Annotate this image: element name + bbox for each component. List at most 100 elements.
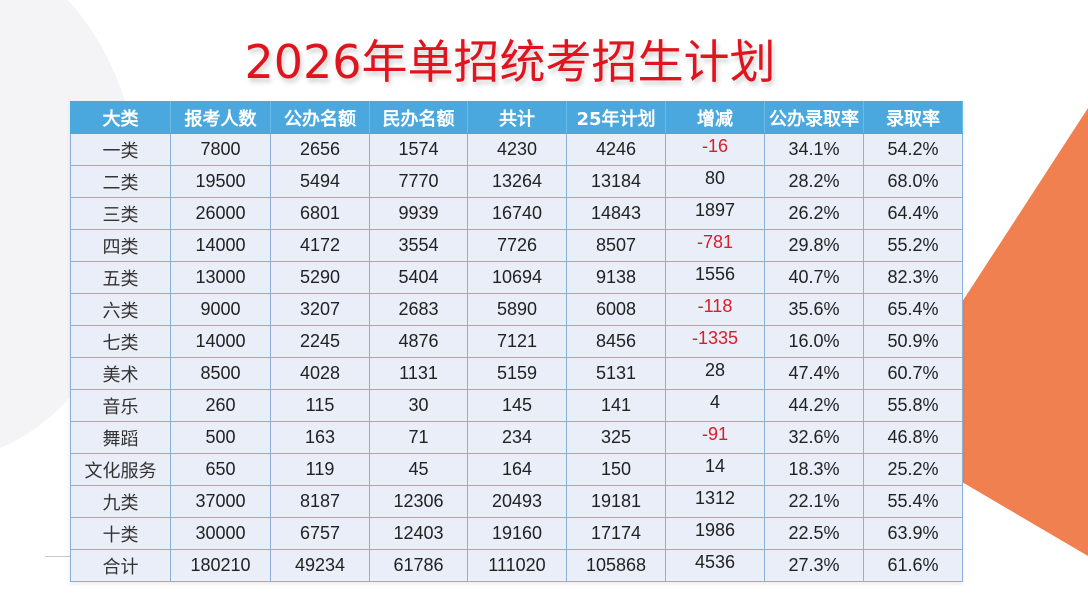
applicants-cell: 30000 (170, 517, 271, 550)
admission-rate-cell: 65.4% (863, 293, 963, 326)
plan-2025-cell: 13184 (566, 165, 666, 198)
category-cell: 九类 (70, 485, 171, 518)
admission-rate-cell: 50.9% (863, 325, 963, 358)
plan-2025-cell: 17174 (566, 517, 666, 550)
applicants-cell: 8500 (170, 357, 271, 390)
admission-rate-cell: 63.9% (863, 517, 963, 550)
table-row: 九类 37000 8187 12306 20493 19181 1312 22.1% 55.4% (70, 485, 963, 518)
total-cell: 145 (467, 389, 567, 422)
total-cell: 13264 (467, 165, 567, 198)
category-cell: 七类 (70, 325, 171, 358)
public-admission-rate-cell: 26.2% (764, 197, 864, 230)
public-quota-cell: 2656 (270, 133, 370, 166)
plan-2025-cell: 325 (566, 421, 666, 454)
applicants-cell: 26000 (170, 197, 271, 230)
decorative-line (45, 556, 71, 557)
public-quota-cell: 8187 (270, 485, 370, 518)
category-cell: 四类 (70, 229, 171, 262)
private-quota-cell: 71 (369, 421, 468, 454)
table-row: 美术 8500 4028 1131 5159 5131 28 47.4% 60.7% (70, 357, 963, 390)
applicants-cell: 19500 (170, 165, 271, 198)
table-total-row: 合计 180210 49234 61786 111020 105868 4536 27.3% 6… (70, 549, 963, 582)
applicants-cell: 180210 (170, 549, 271, 582)
table-row: 舞蹈 500 163 71 234 325 -91 32.6% 46.8% (70, 421, 963, 454)
change-cell: -781 (665, 229, 765, 262)
public-quota-cell: 4028 (270, 357, 370, 390)
plan-2025-cell: 8507 (566, 229, 666, 262)
table-row: 六类 9000 3207 2683 5890 6008 -118 35.6% 65.4% (70, 293, 963, 326)
table-row: 五类 13000 5290 5404 10694 9138 1556 40.7% 82.3% (70, 261, 963, 294)
public-admission-rate-cell: 27.3% (764, 549, 864, 582)
table-header-row: 大类 报考人数 公办名额 民办名额 共计 25年计划 增减 公办录取率 录取率 (70, 101, 963, 134)
col-header-private-quota: 民办名额 (369, 101, 468, 134)
applicants-cell: 650 (170, 453, 271, 486)
table-row: 文化服务 650 119 45 164 150 14 18.3% 25.2% (70, 453, 963, 486)
total-cell: 5890 (467, 293, 567, 326)
public-quota-cell: 5494 (270, 165, 370, 198)
plan-2025-cell: 4246 (566, 133, 666, 166)
total-cell: 111020 (467, 549, 567, 582)
category-cell: 合计 (70, 549, 171, 582)
applicants-cell: 500 (170, 421, 271, 454)
category-cell: 十类 (70, 517, 171, 550)
applicants-cell: 7800 (170, 133, 271, 166)
total-cell: 4230 (467, 133, 567, 166)
change-cell: 1556 (665, 261, 765, 294)
admission-rate-cell: 55.4% (863, 485, 963, 518)
public-quota-cell: 4172 (270, 229, 370, 262)
category-cell: 三类 (70, 197, 171, 230)
category-cell: 音乐 (70, 389, 171, 422)
category-cell: 美术 (70, 357, 171, 390)
private-quota-cell: 45 (369, 453, 468, 486)
public-admission-rate-cell: 22.5% (764, 517, 864, 550)
public-admission-rate-cell: 35.6% (764, 293, 864, 326)
plan-2025-cell: 8456 (566, 325, 666, 358)
category-cell: 五类 (70, 261, 171, 294)
total-cell: 19160 (467, 517, 567, 550)
table-row: 三类 26000 6801 9939 16740 14843 1897 26.2% 64.4% (70, 197, 963, 230)
plan-2025-cell: 14843 (566, 197, 666, 230)
private-quota-cell: 9939 (369, 197, 468, 230)
change-cell: 4 (665, 389, 765, 422)
change-cell: 4536 (665, 549, 765, 582)
public-quota-cell: 49234 (270, 549, 370, 582)
admission-rate-cell: 55.8% (863, 389, 963, 422)
applicants-cell: 13000 (170, 261, 271, 294)
private-quota-cell: 1131 (369, 357, 468, 390)
private-quota-cell: 5404 (369, 261, 468, 294)
public-admission-rate-cell: 28.2% (764, 165, 864, 198)
change-cell: 1312 (665, 485, 765, 518)
public-admission-rate-cell: 34.1% (764, 133, 864, 166)
admission-rate-cell: 61.6% (863, 549, 963, 582)
col-header-change: 增减 (665, 101, 765, 134)
category-cell: 舞蹈 (70, 421, 171, 454)
private-quota-cell: 4876 (369, 325, 468, 358)
private-quota-cell: 12306 (369, 485, 468, 518)
private-quota-cell: 61786 (369, 549, 468, 582)
admission-rate-cell: 82.3% (863, 261, 963, 294)
table-row: 七类 14000 2245 4876 7121 8456 -1335 16.0% 50.9% (70, 325, 963, 358)
category-cell: 一类 (70, 133, 171, 166)
public-quota-cell: 2245 (270, 325, 370, 358)
total-cell: 7121 (467, 325, 567, 358)
total-cell: 234 (467, 421, 567, 454)
public-quota-cell: 6757 (270, 517, 370, 550)
admission-rate-cell: 64.4% (863, 197, 963, 230)
plan-2025-cell: 105868 (566, 549, 666, 582)
applicants-cell: 260 (170, 389, 271, 422)
total-cell: 5159 (467, 357, 567, 390)
plan-2025-cell: 150 (566, 453, 666, 486)
col-header-applicants: 报考人数 (170, 101, 271, 134)
public-quota-cell: 3207 (270, 293, 370, 326)
private-quota-cell: 3554 (369, 229, 468, 262)
change-cell: 28 (665, 357, 765, 390)
admission-rate-cell: 25.2% (863, 453, 963, 486)
total-cell: 164 (467, 453, 567, 486)
private-quota-cell: 7770 (369, 165, 468, 198)
public-admission-rate-cell: 29.8% (764, 229, 864, 262)
public-admission-rate-cell: 16.0% (764, 325, 864, 358)
total-cell: 16740 (467, 197, 567, 230)
category-cell: 二类 (70, 165, 171, 198)
total-cell: 10694 (467, 261, 567, 294)
